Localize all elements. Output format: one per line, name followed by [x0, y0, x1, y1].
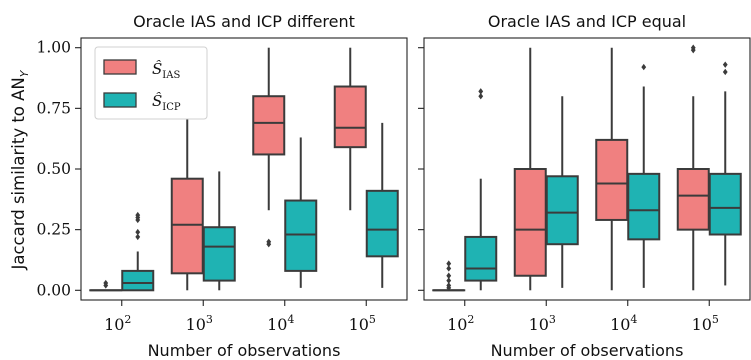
panel-left-xlabel: Number of observations	[148, 341, 341, 360]
box-ias	[432, 260, 466, 292]
panel-right: Oracle IAS and ICP equal Number of obser…	[418, 12, 751, 360]
box-ias	[513, 47, 547, 291]
y-tick-label: 1.00	[36, 39, 71, 57]
x-tick-label: 102	[104, 313, 131, 334]
box-body	[627, 172, 661, 241]
legend: ŜIAS ŜICP	[94, 46, 208, 120]
panel-right-title: Oracle IAS and ICP equal	[488, 12, 686, 31]
box-body	[513, 168, 547, 277]
y-ticks-right	[418, 47, 424, 291]
box-icp	[545, 96, 579, 288]
legend-swatch-icp	[103, 92, 137, 108]
flier-point	[266, 238, 272, 245]
box-body	[170, 177, 204, 275]
box-ias	[676, 44, 710, 291]
flier-point	[446, 277, 452, 284]
y-tick-label: 0.50	[36, 160, 71, 178]
boxes-left	[89, 47, 399, 292]
y-tick-label: 0.75	[36, 99, 71, 117]
box-body	[121, 269, 155, 292]
flier-point	[446, 265, 452, 272]
legend-label-ias: ŜIAS	[152, 60, 180, 81]
flier-point	[478, 88, 484, 95]
x-tick-label: 102	[447, 313, 474, 334]
flier-point	[641, 63, 647, 71]
box-body	[708, 172, 742, 236]
x-ticks-left: 102 103 104 105	[104, 300, 376, 334]
box-body	[252, 95, 286, 156]
flier-point	[478, 93, 484, 100]
y-ticks-left: 0.00 0.25 0.50 0.75 1.00	[36, 39, 81, 299]
legend-frame	[94, 46, 208, 120]
flier-point	[446, 282, 452, 289]
flier-point	[135, 228, 141, 236]
flier-point	[722, 68, 728, 76]
box-body	[284, 199, 318, 272]
box-body	[202, 226, 236, 282]
legend-symbol-ias: Ŝ	[152, 60, 162, 78]
box-ias	[170, 113, 204, 291]
legend-sub-ias: IAS	[162, 70, 180, 81]
legend-label-icp: ŜICP	[152, 92, 181, 113]
box-ias	[89, 279, 123, 292]
x-ticks-right: 102 103 104 105	[447, 300, 719, 334]
box-icp	[284, 137, 318, 288]
box-body	[545, 175, 579, 246]
panel-left: Oracle IAS and ICP different Number of o…	[36, 12, 408, 360]
y-tick-label: 0.00	[36, 281, 71, 299]
y-tick-label: 0.25	[36, 221, 71, 239]
flier-point	[135, 233, 141, 241]
flier-point	[103, 279, 109, 287]
x-tick-label: 105	[692, 313, 719, 334]
legend-symbol-icp: Ŝ	[152, 92, 162, 110]
box-icp	[121, 211, 155, 292]
legend-sub-icp: ICP	[162, 102, 181, 113]
box-body	[333, 85, 367, 149]
box-icp	[365, 122, 399, 288]
box-ias	[252, 47, 286, 248]
flier-point	[446, 260, 452, 267]
x-tick-label: 103	[186, 313, 213, 334]
box-ias	[333, 47, 367, 211]
svg-text:Jaccard similarity to ANY: Jaccard similarity to ANY	[9, 69, 31, 270]
flier-point	[135, 211, 141, 219]
flier-point	[446, 272, 452, 279]
x-tick-label: 103	[529, 313, 556, 334]
flier-point	[722, 61, 728, 68]
legend-swatch-ias	[103, 59, 137, 75]
box-body	[595, 138, 629, 221]
x-tick-label: 104	[610, 313, 637, 334]
box-body	[365, 189, 399, 258]
box-icp	[627, 63, 661, 288]
box-body	[464, 235, 498, 282]
box-icp	[708, 61, 742, 286]
box-body	[676, 168, 710, 231]
y-axis-label: Jaccard similarity to ANY	[9, 69, 31, 270]
box-icp	[202, 171, 236, 291]
boxes-right	[432, 44, 742, 292]
box-icp	[464, 88, 498, 291]
y-axis-label-sub: Y	[18, 69, 31, 77]
panel-right-xlabel: Number of observations	[491, 341, 684, 360]
y-axis-label-text: Jaccard similarity to AN	[9, 77, 28, 270]
x-tick-label: 104	[267, 313, 294, 334]
flier-point	[690, 44, 696, 51]
x-tick-label: 105	[349, 313, 376, 334]
panel-left-title: Oracle IAS and ICP different	[133, 12, 355, 31]
box-ias	[595, 47, 629, 291]
